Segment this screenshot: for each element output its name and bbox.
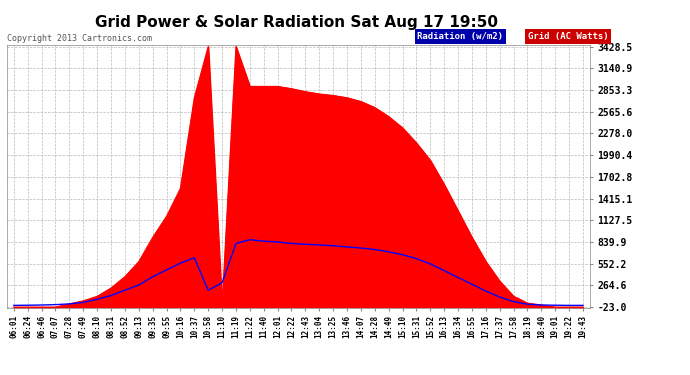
Text: Radiation (w/m2): Radiation (w/m2) xyxy=(417,32,504,41)
Text: Grid (AC Watts): Grid (AC Watts) xyxy=(528,32,609,41)
Text: Copyright 2013 Cartronics.com: Copyright 2013 Cartronics.com xyxy=(7,34,152,43)
Text: Grid Power & Solar Radiation Sat Aug 17 19:50: Grid Power & Solar Radiation Sat Aug 17 … xyxy=(95,15,498,30)
